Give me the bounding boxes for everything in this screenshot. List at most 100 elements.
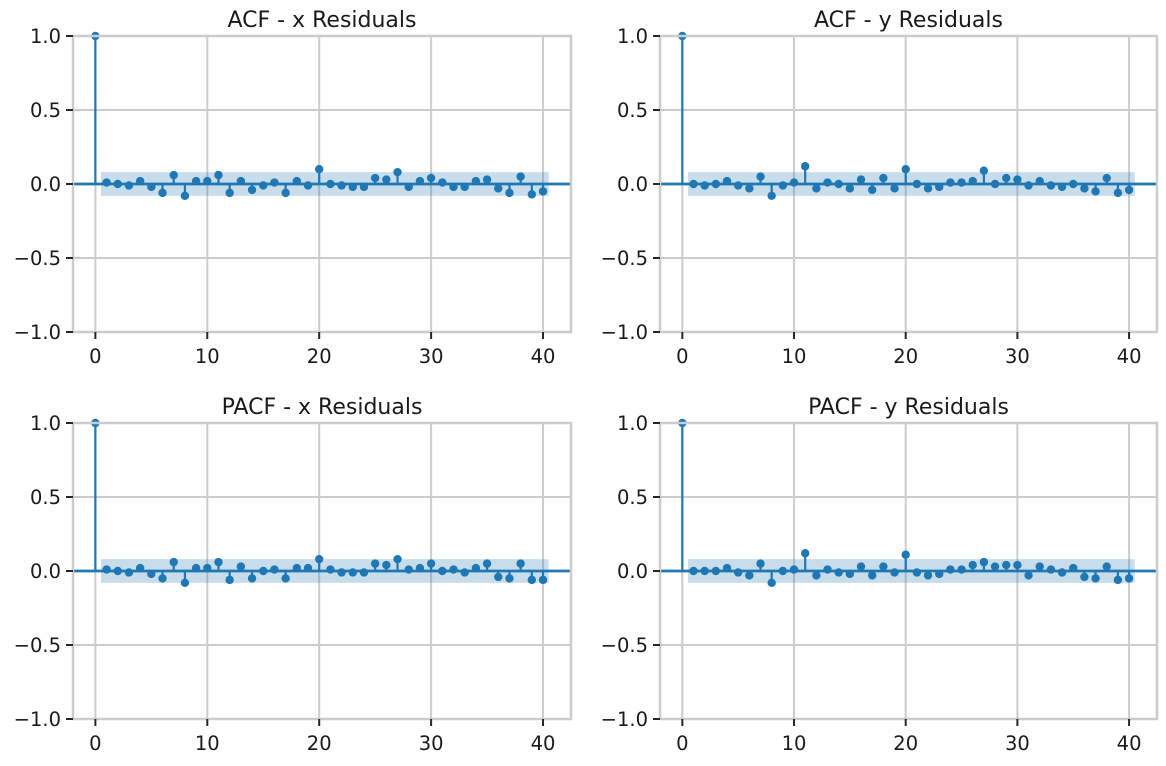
data-point	[745, 184, 754, 193]
data-point	[348, 182, 357, 192]
x-tick-label: 40	[531, 732, 556, 755]
data-point	[124, 181, 134, 190]
data-point	[214, 557, 223, 567]
y-tick-label: −1.0	[601, 321, 648, 344]
data-point	[247, 574, 257, 583]
data-point	[1069, 563, 1078, 573]
y-tick-label: −1.0	[14, 321, 61, 344]
x-tick-label: 10	[782, 732, 807, 755]
x-tick-label: 0	[676, 732, 688, 755]
y-tick-label: 1.0	[617, 412, 648, 435]
chart-title: ACF - y Residuals	[814, 8, 1003, 33]
chart-title: PACF - x Residuals	[222, 395, 423, 420]
data-point	[957, 565, 966, 574]
data-point	[1057, 182, 1067, 192]
data-point	[756, 559, 765, 568]
data-point	[102, 565, 111, 574]
data-point	[147, 569, 156, 579]
data-point	[1035, 562, 1044, 571]
data-point	[834, 568, 843, 577]
data-point	[1091, 574, 1100, 583]
data-point	[901, 550, 910, 559]
y-tick-label: 0.5	[30, 99, 61, 122]
y-tick-label: −0.5	[14, 634, 61, 657]
data-point	[1102, 173, 1111, 183]
data-point	[359, 568, 369, 577]
data-point	[745, 571, 754, 580]
data-point	[482, 175, 492, 184]
data-point	[800, 162, 810, 171]
y-tick-label: −0.5	[601, 247, 648, 270]
y-tick-label: 0.0	[30, 560, 61, 583]
data-point	[191, 563, 201, 573]
data-point	[823, 565, 832, 574]
data-point	[1057, 568, 1067, 577]
data-point	[946, 565, 955, 574]
data-point	[225, 188, 234, 198]
data-point	[158, 188, 167, 198]
data-point	[303, 563, 313, 573]
data-point	[259, 181, 268, 190]
data-point	[326, 179, 335, 189]
y-tick-label: 0.0	[617, 560, 648, 583]
data-point	[1113, 188, 1123, 198]
x-tick-label: 20	[307, 345, 332, 368]
x-tick-label: 40	[1117, 732, 1142, 755]
data-point	[516, 559, 525, 568]
data-point	[225, 575, 234, 585]
data-point	[1080, 184, 1089, 193]
data-point	[890, 568, 899, 577]
x-tick-label: 30	[419, 345, 444, 368]
data-point	[113, 179, 122, 189]
data-point	[800, 549, 810, 558]
x-tick-label: 0	[676, 345, 688, 368]
data-point	[689, 179, 698, 189]
data-point	[236, 562, 246, 571]
data-point	[438, 566, 447, 576]
data-point	[879, 562, 888, 571]
data-point	[711, 566, 721, 576]
x-tick-label: 10	[782, 345, 807, 368]
x-tick-label: 30	[1005, 345, 1030, 368]
data-point	[1080, 572, 1089, 582]
data-point	[923, 571, 933, 580]
data-point	[516, 172, 525, 181]
data-point	[968, 560, 977, 570]
data-point	[505, 188, 514, 198]
data-point	[236, 176, 246, 186]
data-point	[711, 179, 721, 189]
data-point	[1113, 575, 1123, 585]
data-point	[270, 178, 279, 187]
data-point	[1024, 181, 1033, 190]
data-point	[359, 182, 369, 192]
data-point	[868, 185, 877, 195]
data-point	[191, 176, 201, 186]
x-tick-label: 40	[1117, 345, 1142, 368]
x-tick-label: 20	[893, 345, 918, 368]
chart-title: ACF - x Residuals	[228, 8, 417, 33]
x-tick-label: 0	[89, 732, 101, 755]
data-point	[789, 178, 799, 187]
data-point	[912, 179, 922, 189]
y-tick-label: 1.0	[617, 25, 648, 48]
x-tick-label: 10	[195, 345, 220, 368]
data-point	[169, 557, 178, 567]
data-point	[393, 167, 402, 177]
data-point	[778, 566, 788, 576]
data-point	[505, 574, 514, 583]
x-tick-label: 30	[419, 732, 444, 755]
data-point	[868, 571, 877, 580]
data-point	[1035, 176, 1044, 186]
x-tick-label: 20	[893, 732, 918, 755]
data-point	[270, 565, 279, 574]
data-point	[382, 560, 391, 570]
data-point	[1091, 187, 1100, 196]
data-point	[733, 181, 743, 190]
data-point	[348, 568, 357, 577]
x-tick-label: 40	[531, 345, 556, 368]
data-point	[315, 554, 324, 564]
data-point	[733, 568, 743, 577]
data-point	[415, 563, 425, 573]
data-point	[700, 566, 709, 576]
x-tick-label: 10	[195, 732, 220, 755]
